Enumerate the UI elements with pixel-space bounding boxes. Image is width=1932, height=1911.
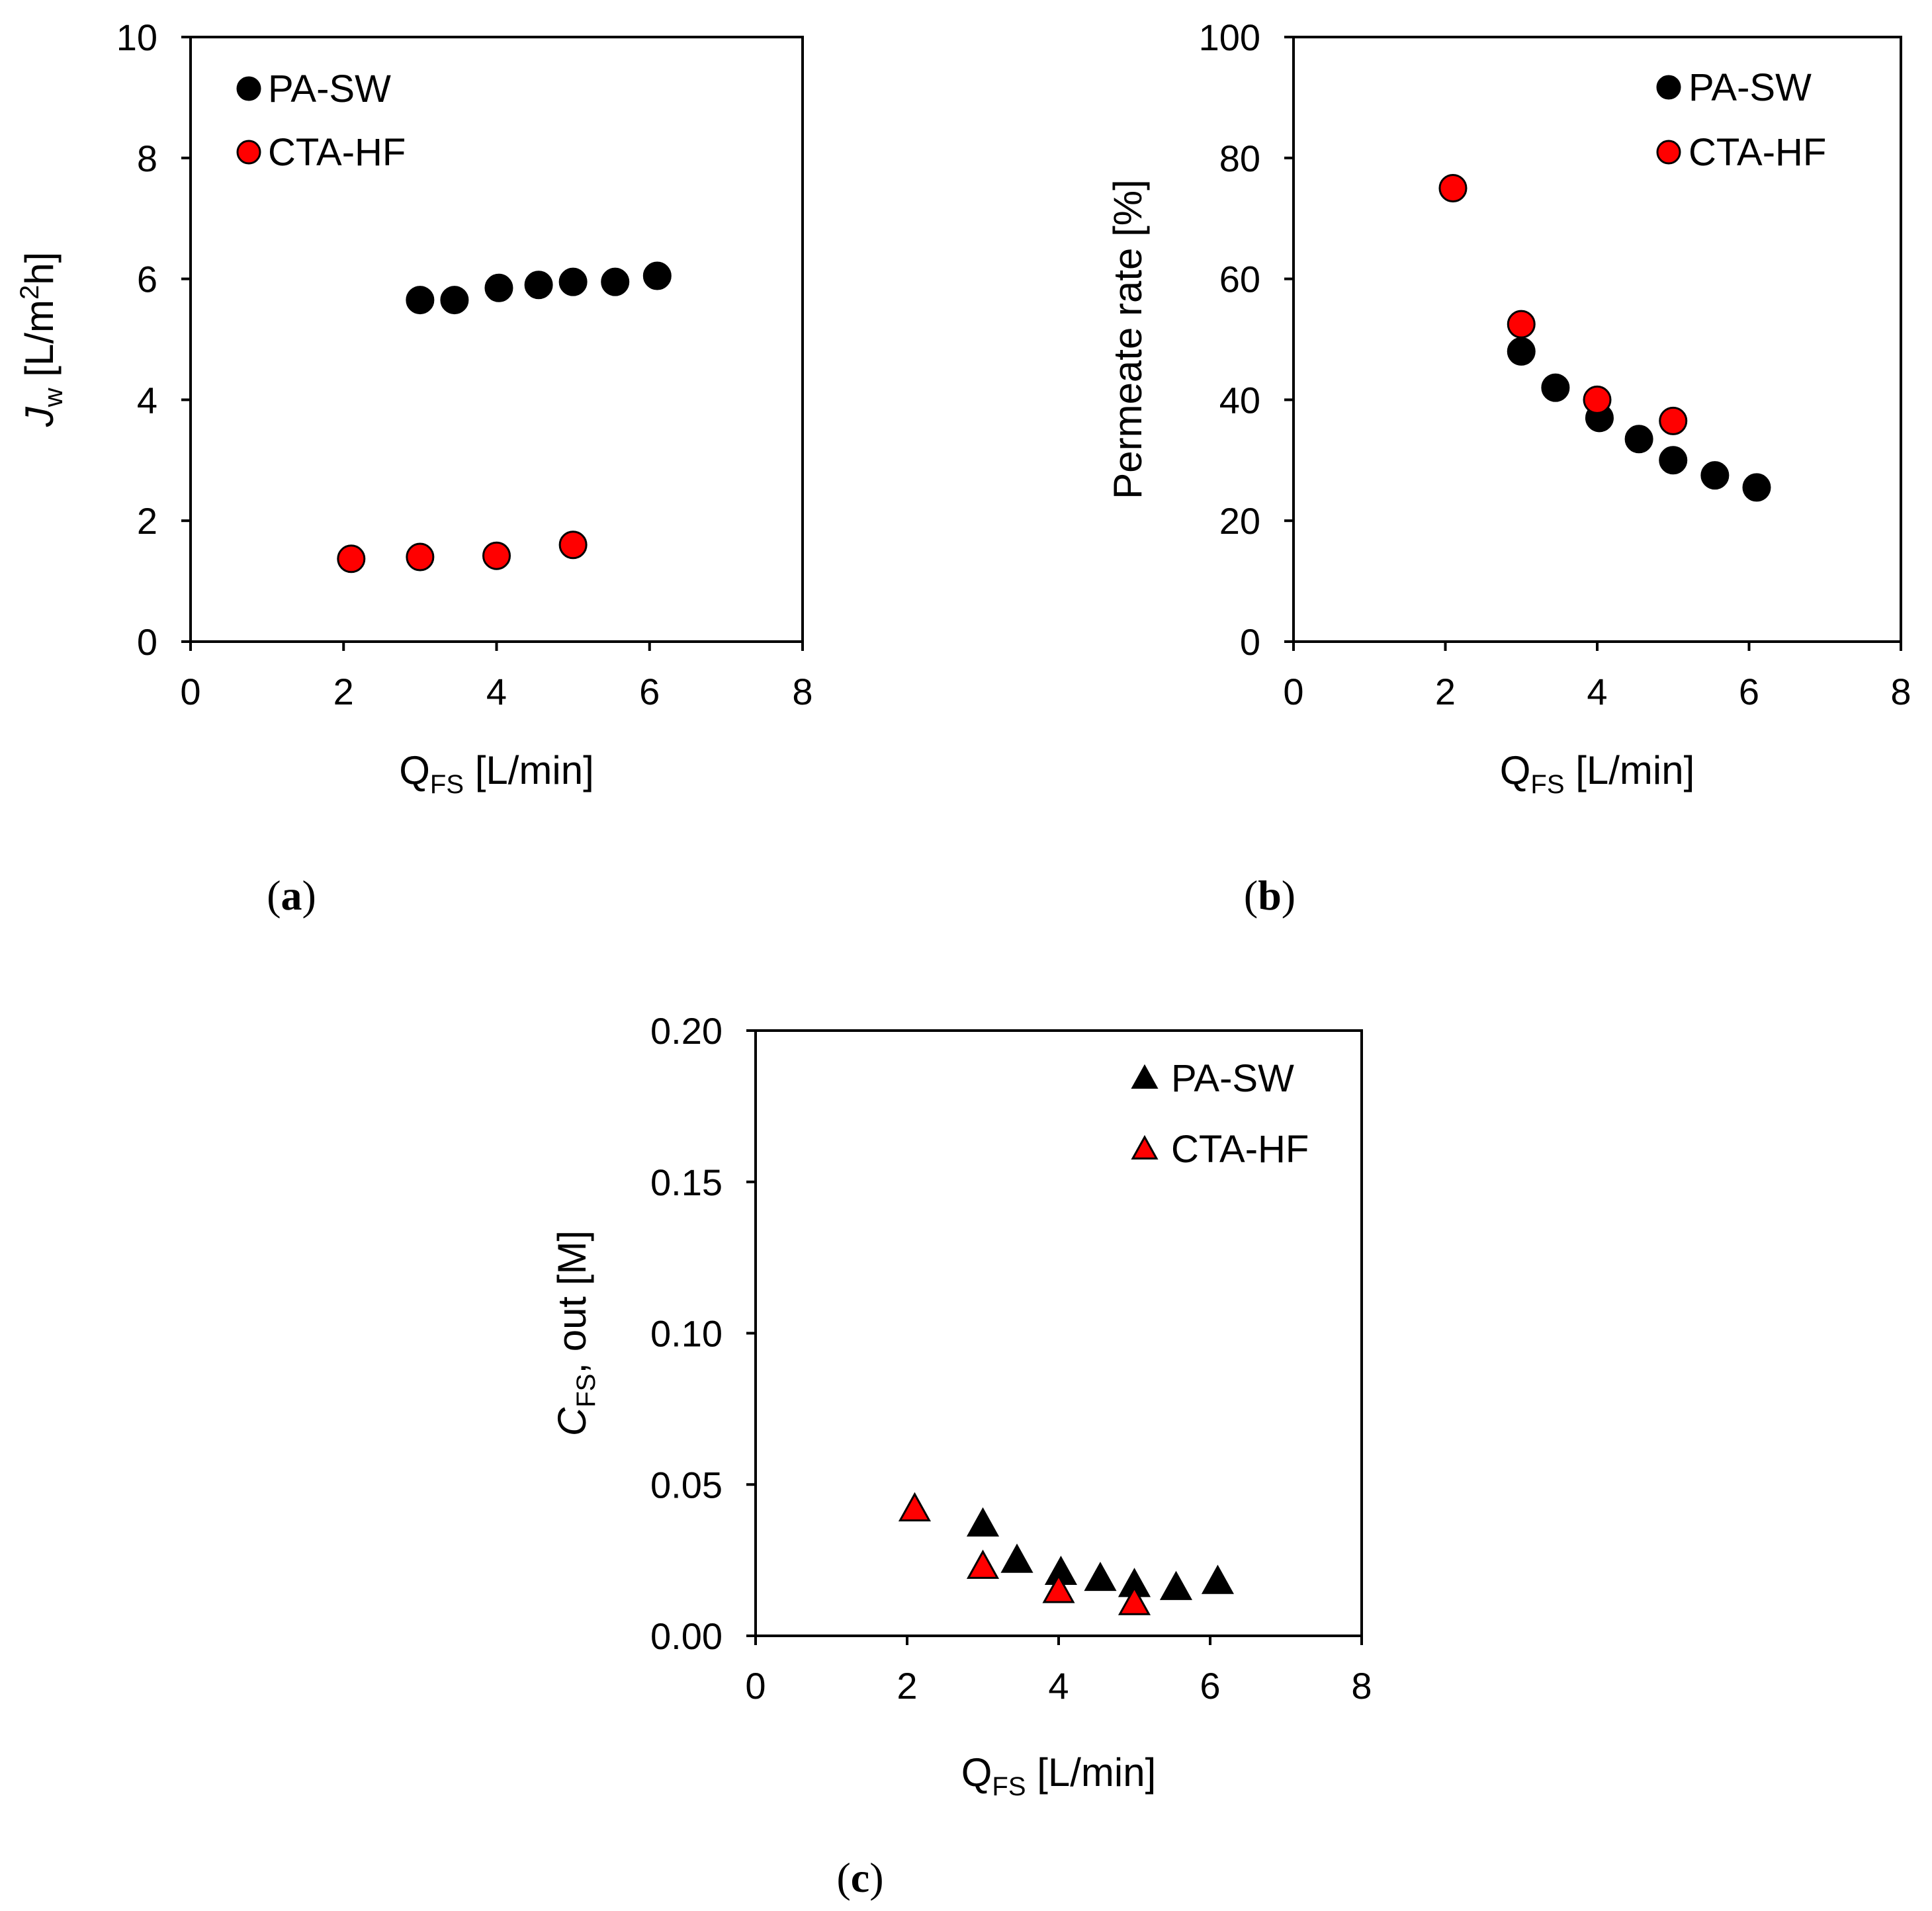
y-tick-label: 60 (1219, 259, 1260, 300)
legend-marker (1656, 75, 1681, 100)
data-point (1438, 174, 1468, 202)
data-point (524, 271, 553, 300)
y-tick-label: 0 (137, 621, 157, 663)
data-point (1507, 337, 1536, 366)
x-axis-label: QFS [L/min] (399, 748, 594, 799)
data-point (1507, 310, 1536, 339)
data-point (484, 273, 513, 302)
data-point (898, 1492, 931, 1521)
x-tick-label: 8 (1890, 671, 1911, 712)
x-tick-label: 2 (897, 1665, 917, 1707)
legend-marker (1131, 1064, 1159, 1089)
legend-label: CTA-HF (1689, 131, 1826, 174)
data-point (1159, 1570, 1193, 1600)
x-tick-label: 4 (1587, 671, 1607, 712)
plot-frame (754, 1029, 1363, 1637)
data-point (1118, 1586, 1151, 1615)
x-axis-label: QFS [L/min] (1500, 748, 1695, 799)
data-point (1084, 1561, 1117, 1592)
panel-label: (a) (267, 872, 316, 919)
y-tick-label: 80 (1219, 138, 1260, 179)
data-point (966, 1549, 1000, 1579)
series-cta-hf (337, 531, 588, 573)
data-point (1659, 406, 1688, 435)
data-point (1042, 1574, 1075, 1603)
x-tick-label: 0 (1283, 671, 1303, 712)
x-tick-label: 6 (1739, 671, 1759, 712)
data-point (966, 1507, 1000, 1537)
legend-label: CTA-HF (268, 131, 406, 174)
legend-label: CTA-HF (1171, 1128, 1309, 1171)
y-tick-label: 2 (137, 500, 157, 542)
y-tick-label: 100 (1199, 17, 1260, 58)
y-tick-label: 8 (137, 138, 157, 179)
legend: PA-SW CTA-HF (236, 67, 406, 174)
series-pa-sw (966, 1507, 1234, 1600)
y-tick-label: 0.00 (650, 1615, 723, 1657)
data-point (1624, 425, 1653, 454)
plot-frame (1292, 36, 1902, 643)
x-tick-label: 2 (1435, 671, 1456, 712)
x-tick-label: 6 (639, 671, 660, 712)
x-tick-label: 0 (745, 1665, 766, 1707)
y-tick-label: 40 (1219, 379, 1260, 421)
data-point (1201, 1564, 1234, 1594)
x-tick-label: 8 (1351, 1665, 1372, 1707)
data-point (406, 542, 435, 572)
series-pa-sw (406, 261, 672, 315)
data-point (1541, 373, 1570, 402)
panel-label: (c) (836, 1854, 883, 1901)
legend-label: PA-SW (268, 67, 391, 110)
series-pa-sw (1507, 337, 1771, 502)
data-point (1000, 1543, 1033, 1573)
legend: PA-SW CTA-HF (1131, 1057, 1309, 1171)
y-axis-label: CFS, out [M] (550, 1230, 601, 1436)
x-axis-label: QFS [L/min] (961, 1750, 1157, 1801)
y-axis-label: Permeate rate [%] (1106, 179, 1150, 499)
data-point (482, 541, 511, 570)
y-tick-label: 10 (116, 17, 157, 58)
legend-marker (1131, 1134, 1159, 1160)
series-cta-hf (1438, 174, 1688, 435)
x-tick-label: 4 (1048, 1665, 1069, 1707)
x-tick-label: 8 (792, 671, 812, 712)
y-tick-label: 0.05 (650, 1464, 723, 1506)
legend-marker (236, 76, 261, 101)
legend-label: PA-SW (1689, 66, 1812, 109)
series-cta-hf (898, 1492, 1151, 1615)
y-tick-label: 20 (1219, 500, 1260, 542)
x-tick-label: 2 (333, 671, 354, 712)
y-tick-label: 4 (137, 379, 157, 421)
legend-marker (1656, 140, 1681, 165)
legend-label: PA-SW (1171, 1057, 1294, 1100)
data-point (558, 267, 588, 296)
data-point (558, 531, 588, 560)
y-tick-label: 0.15 (650, 1162, 723, 1203)
data-point (601, 267, 630, 296)
data-point (642, 261, 672, 290)
legend-marker (236, 140, 261, 165)
data-point (1659, 446, 1688, 475)
y-tick-label: 0.10 (650, 1313, 723, 1355)
y-tick-label: 6 (137, 259, 157, 300)
x-tick-label: 0 (180, 671, 200, 712)
data-point (337, 544, 366, 573)
y-tick-label: 0 (1240, 621, 1260, 663)
data-point (1742, 473, 1771, 502)
chart-panel-a: 0 2 4 6 8 0 2 4 6 8 10 QFS [L/min] Jw [L/m2h] PA-SW CT… (15, 17, 813, 919)
data-point (1583, 385, 1612, 414)
data-point (1700, 461, 1730, 490)
x-tick-label: 4 (486, 671, 507, 712)
legend: PA-SW CTA-HF (1656, 66, 1826, 174)
panel-label: (b) (1244, 872, 1295, 919)
y-tick-label: 0.20 (650, 1010, 723, 1052)
data-point (406, 286, 435, 315)
chart-panel-c: 0 2 4 6 8 0.00 0.05 0.10 0.15 0.20 QFS [L/min] CFS,… (550, 1010, 1372, 1901)
data-point (440, 286, 469, 315)
x-tick-label: 6 (1200, 1665, 1220, 1707)
y-axis-label: Jw [L/m2h] (15, 252, 68, 428)
